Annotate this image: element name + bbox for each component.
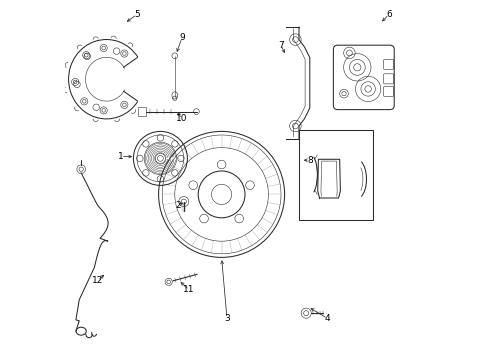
Text: 5: 5: [134, 10, 140, 19]
Text: 2: 2: [175, 201, 181, 210]
Bar: [299, 130, 373, 220]
Text: 1: 1: [118, 152, 123, 161]
Text: 9: 9: [179, 33, 185, 42]
Text: 11: 11: [183, 285, 195, 294]
Text: 7: 7: [278, 40, 284, 49]
Bar: [138, 107, 146, 116]
Text: 10: 10: [176, 114, 188, 123]
Text: 8: 8: [307, 156, 313, 165]
Text: 3: 3: [224, 314, 230, 323]
Text: 6: 6: [386, 10, 392, 19]
Text: 12: 12: [92, 276, 103, 285]
Text: 4: 4: [325, 314, 331, 323]
